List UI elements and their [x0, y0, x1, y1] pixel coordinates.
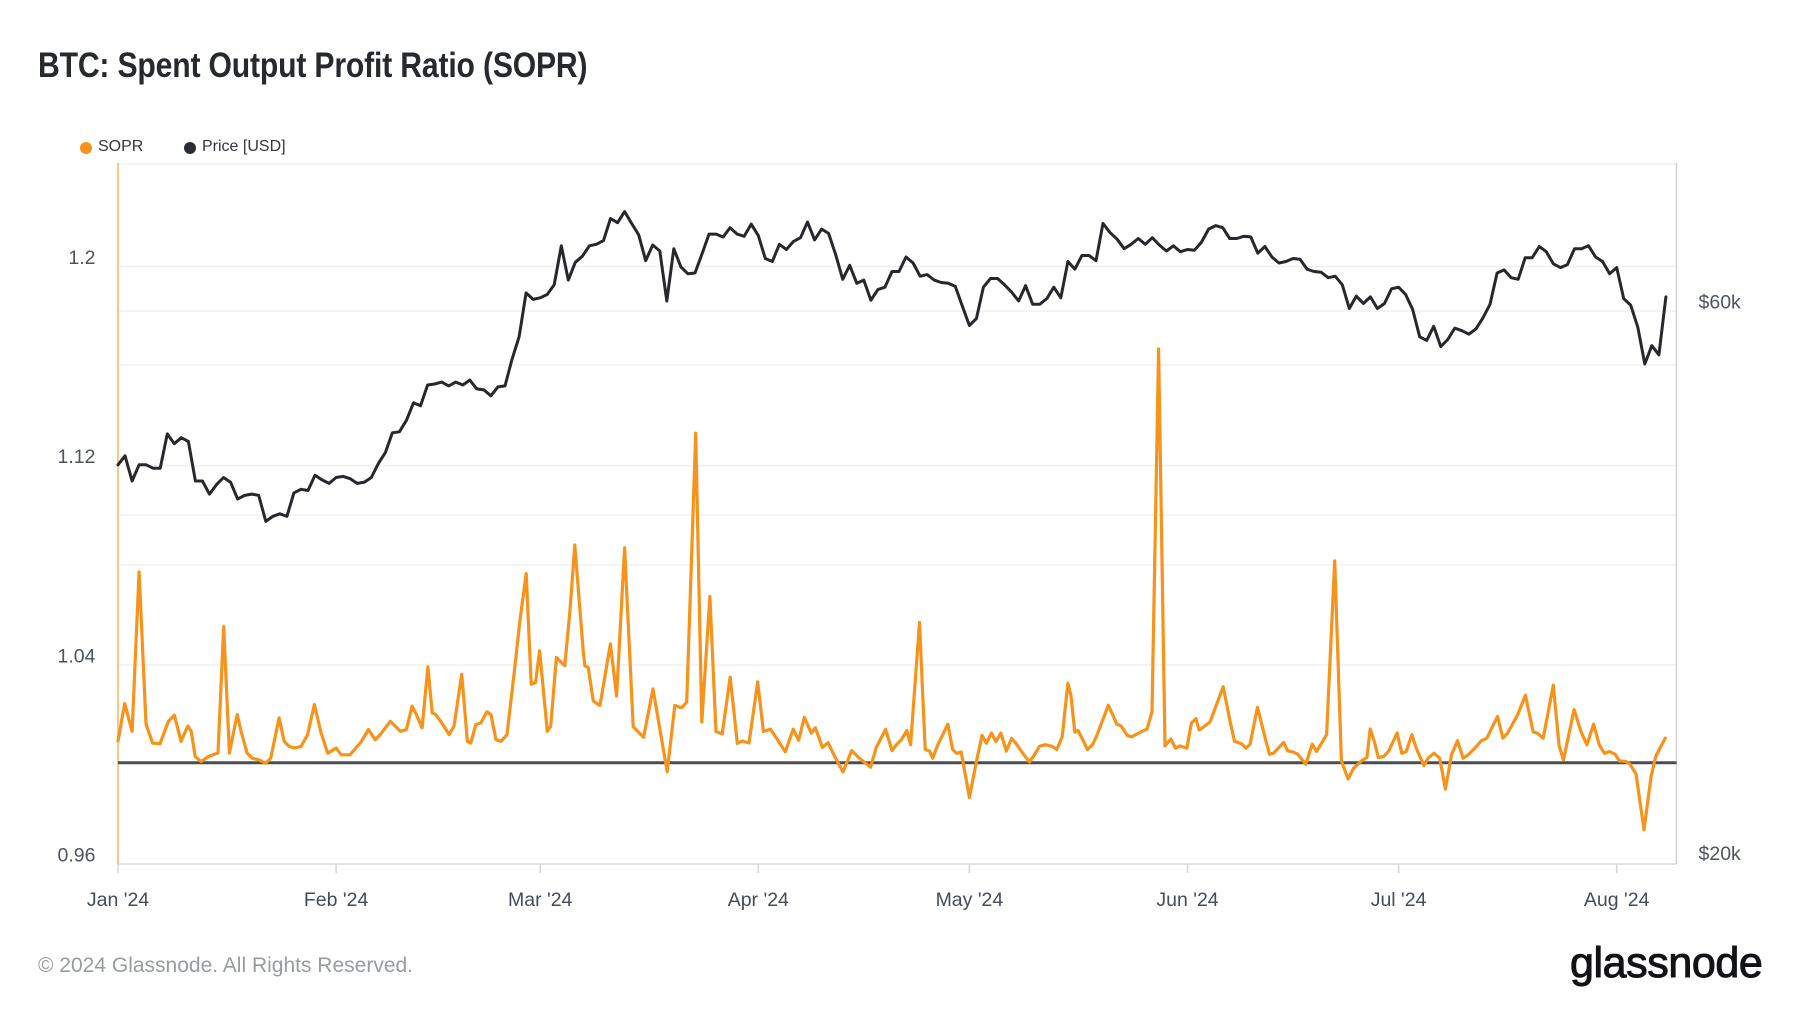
svg-text:May '24: May '24 — [936, 889, 1004, 911]
svg-text:1.12: 1.12 — [58, 446, 96, 468]
svg-text:Aug '24: Aug '24 — [1584, 889, 1650, 911]
svg-text:Apr '24: Apr '24 — [728, 889, 789, 911]
svg-text:Jan '24: Jan '24 — [87, 889, 149, 911]
svg-text:Jun '24: Jun '24 — [1156, 889, 1218, 911]
svg-text:1.2: 1.2 — [68, 247, 95, 269]
svg-text:Mar '24: Mar '24 — [508, 889, 573, 911]
svg-text:1.04: 1.04 — [58, 646, 96, 668]
svg-text:$20k: $20k — [1699, 843, 1742, 865]
svg-text:Feb '24: Feb '24 — [304, 889, 369, 911]
svg-text:0.96: 0.96 — [58, 845, 96, 867]
svg-text:Jul '24: Jul '24 — [1371, 889, 1427, 911]
svg-text:$60k: $60k — [1699, 292, 1742, 314]
